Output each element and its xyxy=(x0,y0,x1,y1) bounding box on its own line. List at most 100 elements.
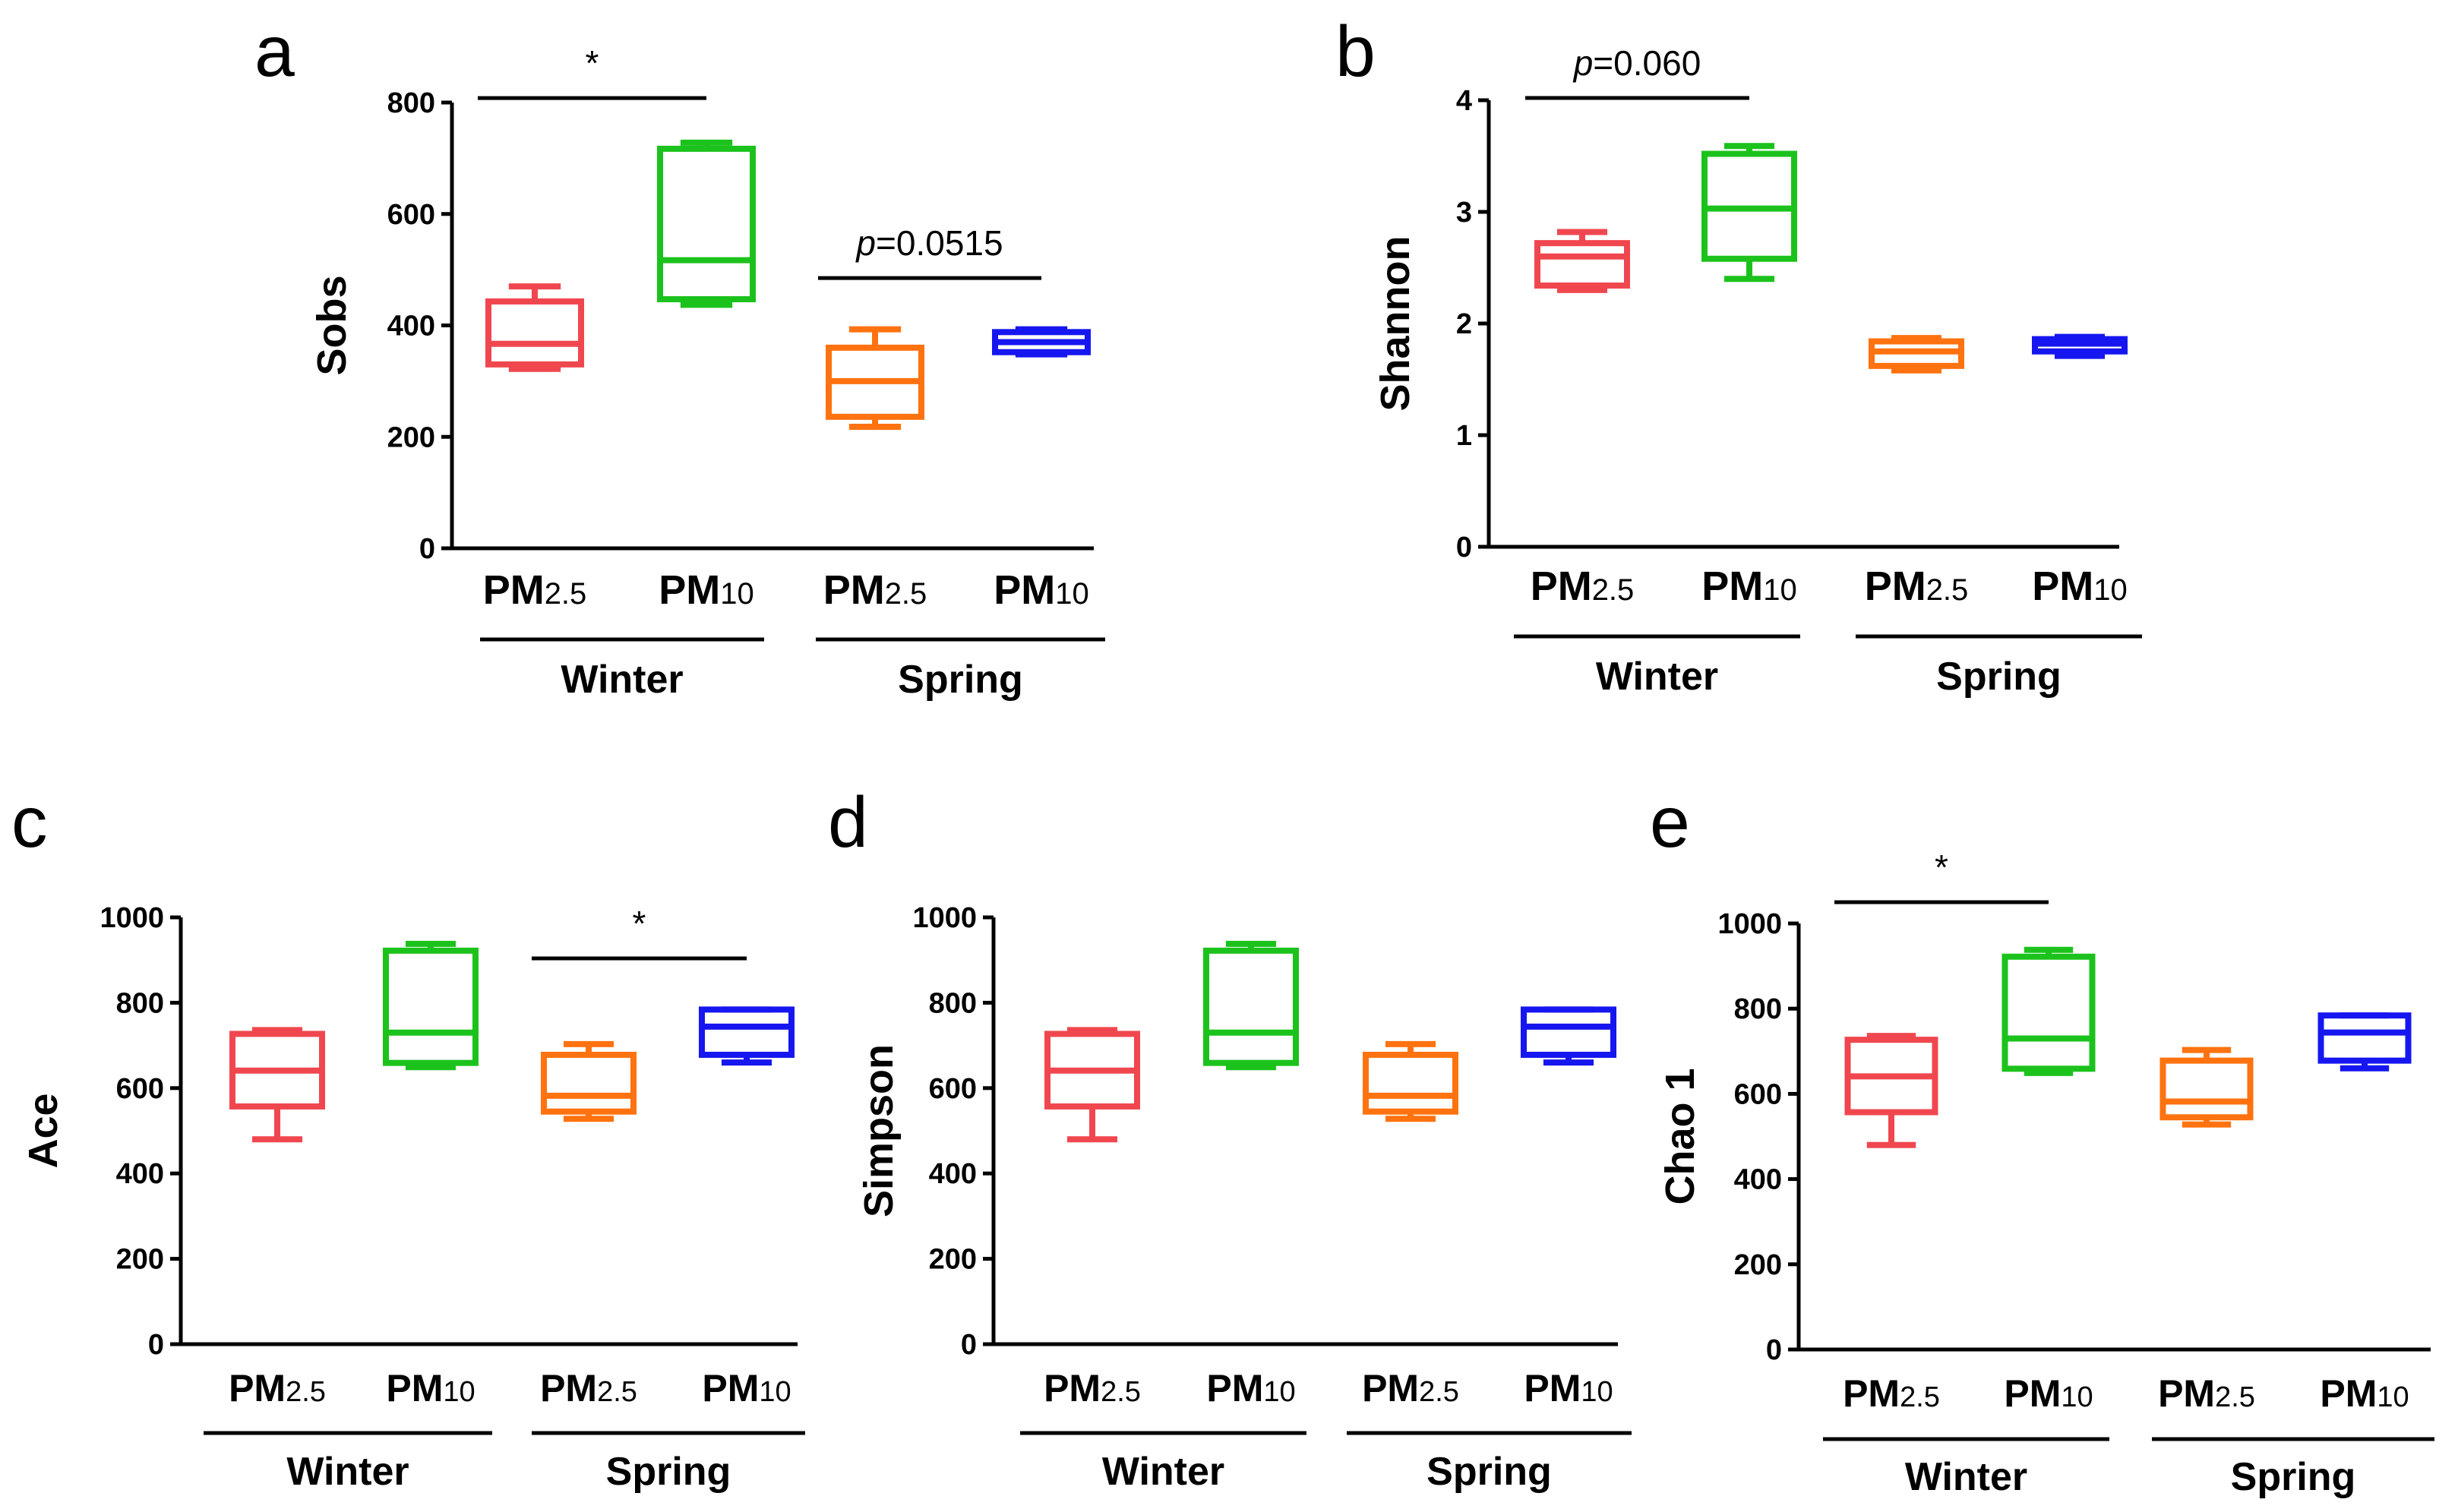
panel-letter-e: e xyxy=(1650,782,1690,863)
group-label-spring: Spring xyxy=(1936,655,2061,699)
box-winter-pm10 xyxy=(1701,143,1797,283)
y-tick-label: 1000 xyxy=(1717,908,1782,940)
y-tick-label: 800 xyxy=(1734,993,1782,1025)
category-label: PM2.5 xyxy=(1044,1367,1141,1409)
category-label: PM2.5 xyxy=(2158,1372,2255,1415)
y-tick-label: 200 xyxy=(116,1244,164,1276)
category-label: PM10 xyxy=(994,567,1089,613)
box-winter-pm10 xyxy=(1203,940,1299,1071)
box-iqr xyxy=(2317,1012,2412,1064)
group-label-winter: Winter xyxy=(1102,1450,1224,1494)
y-tick-label: 0 xyxy=(1456,532,1472,563)
y-tick-label: 2 xyxy=(1456,308,1472,340)
y-tick-label: 0 xyxy=(961,1329,977,1361)
category-label: PM2.5 xyxy=(229,1367,326,1409)
y-tick-label: 400 xyxy=(1734,1164,1782,1196)
category-label: PM2.5 xyxy=(1362,1367,1459,1409)
significance-label: * xyxy=(633,904,646,943)
y-tick-label: 600 xyxy=(1734,1078,1782,1110)
panel-letter-c: c xyxy=(11,782,48,863)
box-spring-pm10 xyxy=(699,1006,795,1066)
y-axis-title: Chao 1 xyxy=(1657,1068,1703,1204)
box-iqr xyxy=(2159,1057,2254,1121)
significance-label: * xyxy=(1935,848,1948,887)
group-label-winter: Winter xyxy=(286,1450,409,1494)
box-iqr xyxy=(657,145,756,303)
y-tick-label: 600 xyxy=(929,1073,977,1105)
panel-c: c 0 200 400 600 800 1000 Ace PM2.5 PM10 PM2.5 PM10 W… xyxy=(11,782,805,1494)
panel-b: b 0 1 2 3 4 Shannon PM2.5 PM10 PM2.5 PM10 Winter Spr… xyxy=(1335,11,2142,699)
panel-a: a 0 200 400 600 800 Sobs PM2.5 PM10 PM2.5 PM10 Wint… xyxy=(254,11,1105,702)
y-tick-label: 400 xyxy=(929,1158,977,1190)
y-tick-label: 600 xyxy=(387,199,435,231)
y-axis-title: Shannon xyxy=(1373,236,1418,412)
group-label-spring: Spring xyxy=(1426,1450,1552,1494)
y-tick-label: 800 xyxy=(929,987,977,1019)
y-tick-label: 0 xyxy=(419,533,435,565)
y-axis-title: Ace xyxy=(21,1093,66,1168)
box-iqr xyxy=(1203,947,1299,1066)
y-tick-label: 0 xyxy=(148,1329,164,1361)
box-winter-pm10 xyxy=(383,940,479,1071)
panel-letter-b: b xyxy=(1335,11,1376,92)
box-spring-pm10 xyxy=(2317,1012,2412,1072)
box-spring-pm25 xyxy=(541,1040,637,1122)
category-label: PM10 xyxy=(2032,563,2128,609)
category-label: PM2.5 xyxy=(1865,563,1969,609)
y-tick-label: 400 xyxy=(116,1158,164,1190)
category-label: PM10 xyxy=(1524,1367,1613,1409)
box-winter-pm10 xyxy=(2001,946,2096,1076)
y-tick-label: 1000 xyxy=(912,902,977,934)
box-winter-pm25 xyxy=(1844,1033,1938,1148)
y-tick-label: 3 xyxy=(1456,197,1472,229)
significance-label: * xyxy=(586,43,599,83)
y-tick-label: 600 xyxy=(116,1073,164,1105)
category-label: PM10 xyxy=(659,567,754,613)
panel-d: d 0 200 400 600 800 1000 Simpson PM2.5 PM10 PM2.5 P… xyxy=(828,782,1632,1494)
y-tick-label: 200 xyxy=(1734,1249,1782,1281)
box-winter-pm25 xyxy=(229,1027,325,1143)
y-axis-title: Sobs xyxy=(309,275,355,375)
box-spring-pm10 xyxy=(1521,1006,1616,1066)
box-iqr xyxy=(383,947,479,1066)
category-label: PM2.5 xyxy=(540,1367,637,1409)
box-winter-pm25 xyxy=(485,283,584,372)
box-iqr xyxy=(1534,240,1630,289)
y-tick-label: 800 xyxy=(116,987,164,1019)
box-iqr xyxy=(1363,1051,1458,1115)
category-label: PM10 xyxy=(2004,1372,2093,1415)
box-iqr xyxy=(541,1051,637,1115)
y-tick-label: 400 xyxy=(387,311,435,342)
category-label: PM2.5 xyxy=(1531,563,1635,609)
category-label: PM10 xyxy=(386,1367,475,1409)
y-tick-label: 4 xyxy=(1456,85,1472,117)
y-tick-label: 1000 xyxy=(100,902,164,934)
y-tick-label: 800 xyxy=(387,87,435,119)
box-spring-pm25 xyxy=(2159,1046,2254,1128)
category-label: PM2.5 xyxy=(483,567,587,613)
category-label: PM10 xyxy=(702,1367,791,1409)
box-iqr xyxy=(699,1006,795,1058)
group-label-winter: Winter xyxy=(1596,655,1718,699)
category-label: PM10 xyxy=(2320,1372,2409,1415)
box-winter-pm25 xyxy=(1534,229,1630,293)
box-spring-pm10 xyxy=(992,326,1091,358)
group-label-winter: Winter xyxy=(1905,1455,2027,1499)
category-label: PM2.5 xyxy=(1843,1372,1940,1415)
panel-letter-a: a xyxy=(254,11,295,92)
group-label-spring: Spring xyxy=(898,658,1023,702)
category-label: PM10 xyxy=(1701,563,1797,609)
box-spring-pm25 xyxy=(826,326,924,431)
panel-letter-d: d xyxy=(828,782,868,863)
box-winter-pm25 xyxy=(1044,1027,1140,1143)
y-tick-label: 1 xyxy=(1456,420,1472,452)
group-label-spring: Spring xyxy=(606,1450,731,1494)
category-label: PM2.5 xyxy=(823,567,927,613)
box-spring-pm25 xyxy=(1869,335,1964,374)
box-spring-pm10 xyxy=(2032,333,2128,359)
category-label: PM10 xyxy=(1206,1367,1295,1409)
box-iqr xyxy=(485,298,584,368)
y-tick-label: 200 xyxy=(929,1244,977,1276)
significance-label: p=0.060 xyxy=(1572,43,1701,83)
